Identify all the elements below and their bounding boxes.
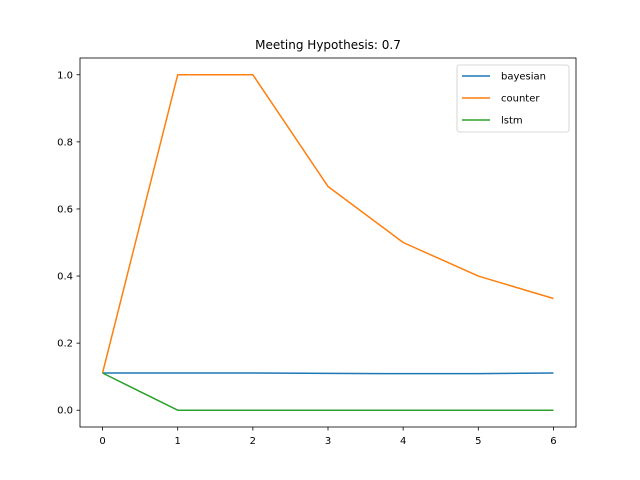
legend-label-counter: counter xyxy=(501,94,540,105)
y-tick-label: 0.2 xyxy=(57,339,73,350)
plot-frame xyxy=(79,57,577,428)
y-tick-label: 0.0 xyxy=(57,406,73,417)
x-axis: 0 1 2 3 4 5 6 xyxy=(99,427,557,447)
y-tick-label: 0.6 xyxy=(57,204,73,215)
series-line-bayesian xyxy=(102,372,554,375)
legend: bayesian counter lstm xyxy=(456,64,570,133)
x-tick-label: 3 xyxy=(325,436,331,447)
chart-title: Meeting Hypothesis: 0.7 xyxy=(255,38,401,52)
series-layer xyxy=(101,74,554,411)
x-tick-label: 4 xyxy=(400,436,406,447)
legend-label-bayesian: bayesian xyxy=(501,72,546,83)
x-tick-label: 0 xyxy=(99,436,105,447)
y-axis: 0.0 0.2 0.4 0.6 0.8 1.0 xyxy=(57,70,80,417)
x-tick-label: 2 xyxy=(250,436,256,447)
y-tick-label: 0.4 xyxy=(57,272,73,283)
y-tick-label: 0.8 xyxy=(57,137,73,148)
y-tick-label: 1.0 xyxy=(57,70,73,81)
x-tick-label: 5 xyxy=(475,436,481,447)
x-tick-label: 6 xyxy=(550,436,556,447)
series-line-counter xyxy=(101,74,554,374)
x-tick-label: 1 xyxy=(175,436,181,447)
legend-box xyxy=(456,64,570,133)
series-line-lstm xyxy=(102,372,554,411)
legend-label-lstm: lstm xyxy=(501,116,523,127)
